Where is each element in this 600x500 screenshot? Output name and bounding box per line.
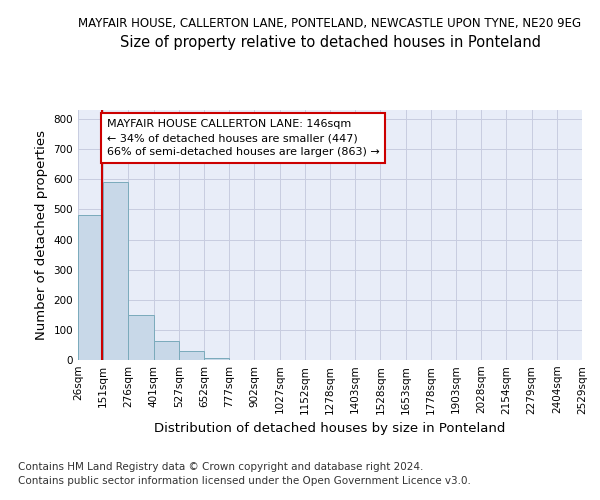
Text: MAYFAIR HOUSE CALLERTON LANE: 146sqm
← 34% of detached houses are smaller (447)
: MAYFAIR HOUSE CALLERTON LANE: 146sqm ← 3… [107, 119, 380, 157]
Text: Size of property relative to detached houses in Ponteland: Size of property relative to detached ho… [119, 35, 541, 50]
Bar [78, 216, 103, 360]
Bar [103, 182, 128, 360]
Bar [128, 315, 154, 360]
Bar [204, 358, 229, 360]
Text: MAYFAIR HOUSE, CALLERTON LANE, PONTELAND, NEWCASTLE UPON TYNE, NE20 9EG: MAYFAIR HOUSE, CALLERTON LANE, PONTELAND… [79, 18, 581, 30]
Y-axis label: Number of detached properties: Number of detached properties [35, 130, 48, 340]
X-axis label: Distribution of detached houses by size in Ponteland: Distribution of detached houses by size … [154, 422, 506, 435]
Bar [179, 351, 204, 360]
Bar [154, 342, 179, 360]
Text: Contains public sector information licensed under the Open Government Licence v3: Contains public sector information licen… [18, 476, 471, 486]
Text: Contains HM Land Registry data © Crown copyright and database right 2024.: Contains HM Land Registry data © Crown c… [18, 462, 424, 472]
